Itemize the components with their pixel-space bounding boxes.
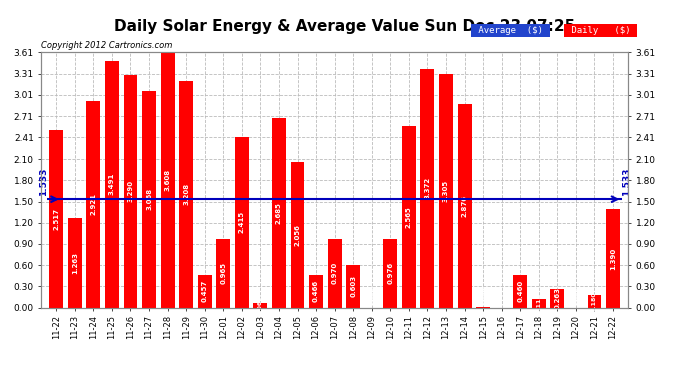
Bar bbox=[587, 295, 602, 307]
Bar bbox=[309, 274, 323, 308]
Text: Daily Solar Energy & Average Value Sun Dec 23 07:25: Daily Solar Energy & Average Value Sun D… bbox=[115, 19, 575, 34]
Text: 1.533: 1.533 bbox=[622, 167, 631, 196]
Bar bbox=[49, 130, 63, 308]
Text: 1.390: 1.390 bbox=[610, 247, 616, 270]
Text: 0.603: 0.603 bbox=[351, 275, 356, 297]
Text: 1.263: 1.263 bbox=[72, 252, 78, 274]
Bar bbox=[105, 61, 119, 308]
Text: 2.921: 2.921 bbox=[90, 194, 97, 215]
Text: 3.068: 3.068 bbox=[146, 188, 152, 210]
Text: 1.533: 1.533 bbox=[39, 167, 48, 196]
Text: Average  ($): Average ($) bbox=[473, 26, 548, 35]
Bar bbox=[86, 101, 100, 308]
Text: 0.000: 0.000 bbox=[369, 286, 374, 305]
Bar bbox=[551, 289, 564, 308]
Text: 3.491: 3.491 bbox=[109, 173, 115, 195]
Text: 0.976: 0.976 bbox=[387, 262, 393, 284]
Text: 2.685: 2.685 bbox=[276, 202, 282, 223]
Text: 2.517: 2.517 bbox=[53, 208, 59, 230]
Bar bbox=[290, 162, 304, 308]
Text: 0.180: 0.180 bbox=[592, 291, 597, 311]
Text: 3.372: 3.372 bbox=[424, 177, 431, 200]
Bar bbox=[384, 238, 397, 308]
Text: 0.466: 0.466 bbox=[313, 280, 319, 302]
Text: 2.876: 2.876 bbox=[462, 195, 468, 217]
Text: 0.115: 0.115 bbox=[536, 294, 542, 314]
Text: 2.056: 2.056 bbox=[295, 224, 301, 246]
Text: 2.565: 2.565 bbox=[406, 206, 412, 228]
Text: 0.970: 0.970 bbox=[332, 262, 337, 284]
Bar bbox=[161, 53, 175, 308]
Bar bbox=[198, 275, 212, 308]
Bar bbox=[476, 307, 490, 308]
Bar bbox=[457, 104, 471, 308]
Bar bbox=[235, 137, 249, 308]
Text: 3.608: 3.608 bbox=[165, 169, 170, 191]
Text: Copyright 2012 Cartronics.com: Copyright 2012 Cartronics.com bbox=[41, 41, 172, 50]
Bar bbox=[402, 126, 416, 308]
Bar bbox=[532, 299, 546, 307]
Text: Daily   ($): Daily ($) bbox=[566, 26, 635, 35]
Text: 0.460: 0.460 bbox=[518, 280, 523, 302]
Text: 0.000: 0.000 bbox=[499, 286, 504, 305]
Bar bbox=[68, 218, 82, 308]
Bar bbox=[439, 74, 453, 308]
Text: 0.263: 0.263 bbox=[554, 287, 560, 309]
Text: 0.069: 0.069 bbox=[258, 295, 263, 315]
Text: 2.415: 2.415 bbox=[239, 211, 245, 233]
Bar bbox=[420, 69, 435, 308]
Bar bbox=[328, 239, 342, 308]
Text: 0.965: 0.965 bbox=[220, 262, 226, 284]
Text: 3.208: 3.208 bbox=[183, 183, 189, 205]
Bar bbox=[217, 239, 230, 308]
Bar bbox=[124, 75, 137, 307]
Bar bbox=[272, 118, 286, 308]
Bar bbox=[253, 303, 267, 307]
Text: 0.000: 0.000 bbox=[573, 286, 578, 305]
Text: 3.305: 3.305 bbox=[443, 180, 449, 202]
Bar bbox=[513, 275, 527, 308]
Text: 0.011: 0.011 bbox=[481, 286, 486, 305]
Bar bbox=[346, 265, 360, 308]
Bar bbox=[606, 209, 620, 308]
Bar bbox=[142, 91, 156, 308]
Bar bbox=[179, 81, 193, 308]
Text: 0.457: 0.457 bbox=[201, 280, 208, 303]
Text: 3.290: 3.290 bbox=[128, 180, 133, 203]
